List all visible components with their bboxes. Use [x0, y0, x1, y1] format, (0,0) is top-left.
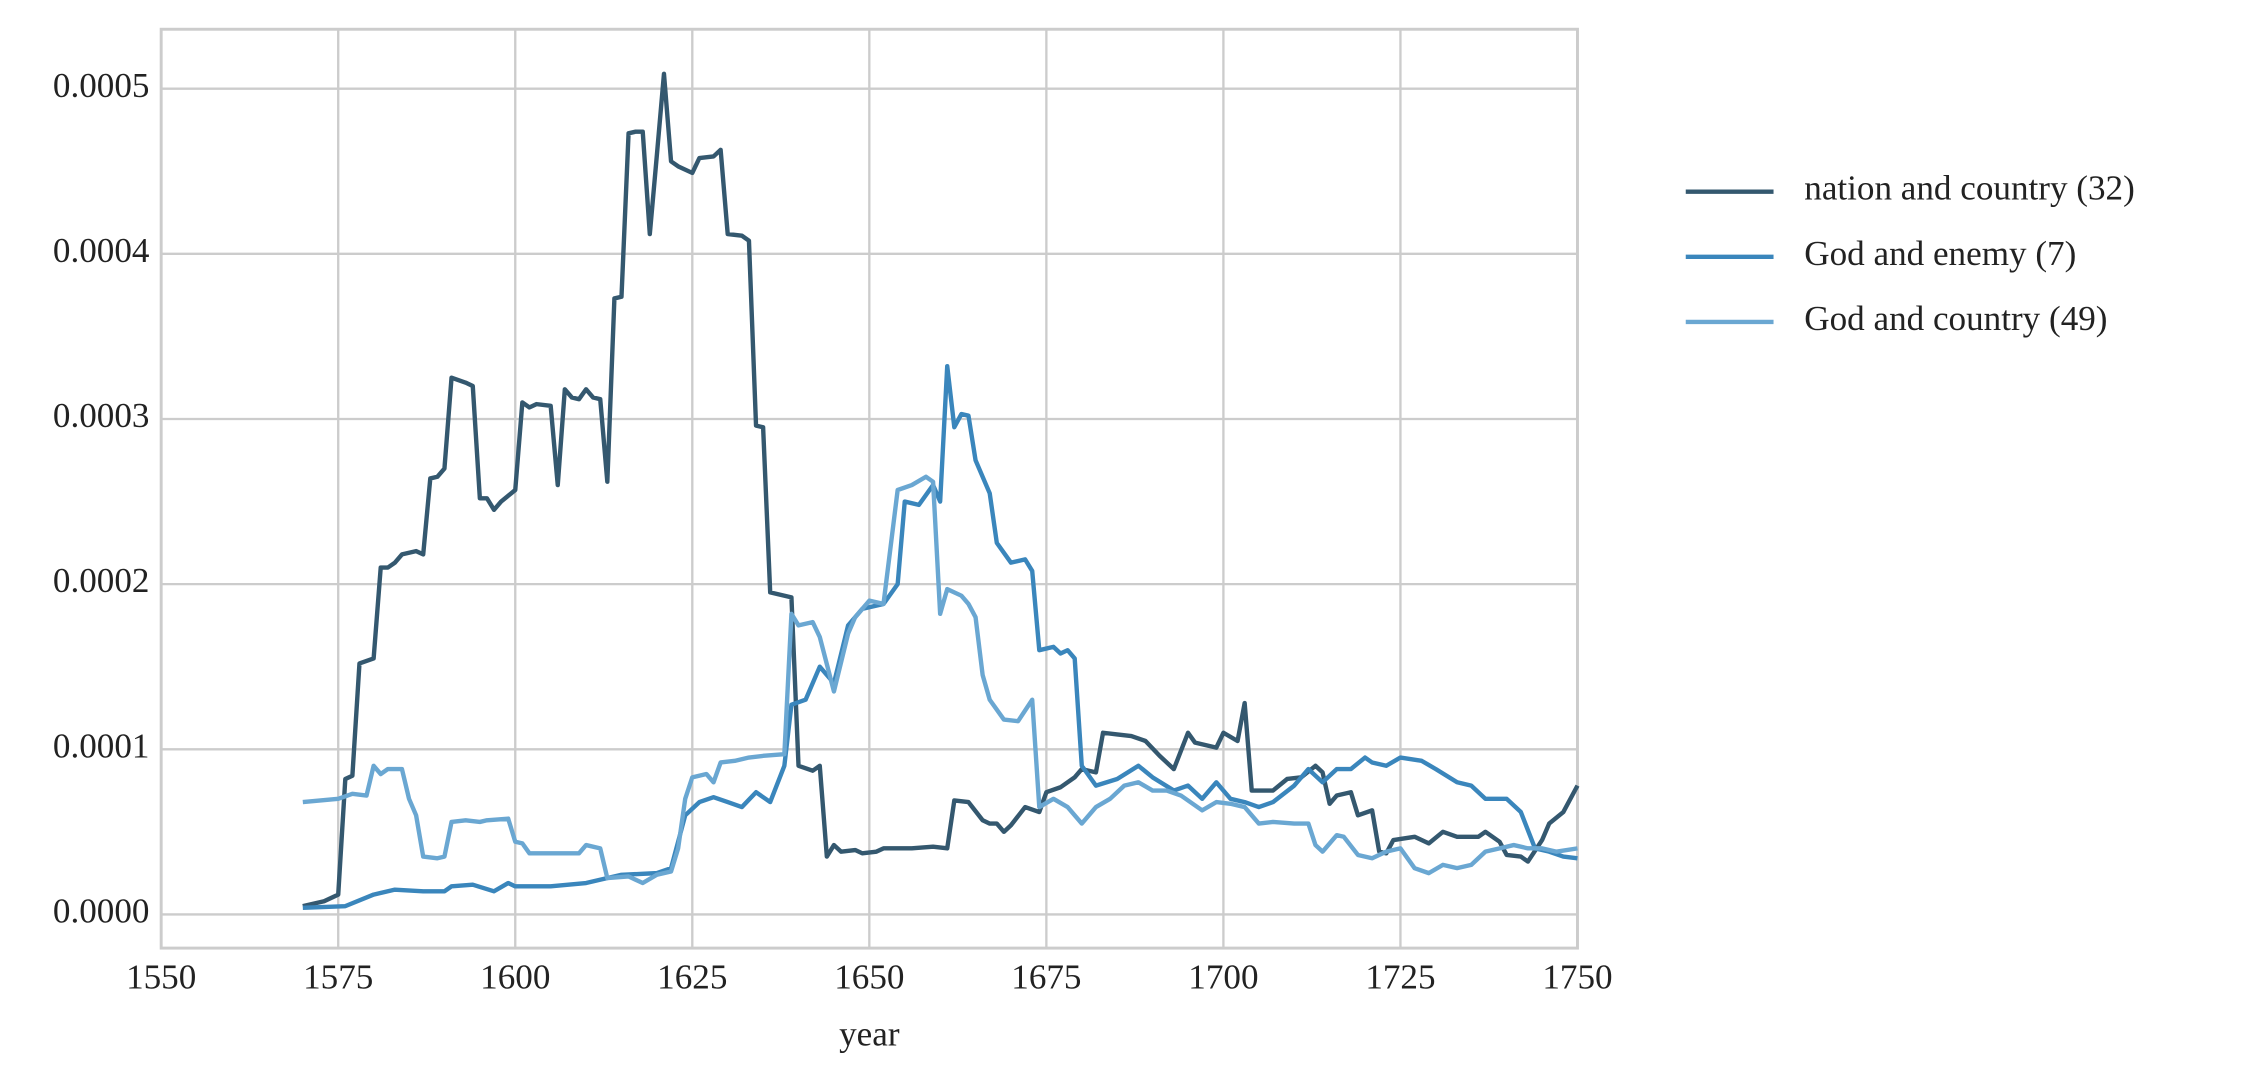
x-tick-label: 1675: [1011, 957, 1081, 996]
series-line: [302, 474, 1578, 886]
x-tick-label: 1700: [1188, 957, 1258, 996]
legend-label: God and country (49): [1804, 299, 2107, 338]
y-tick-label: 0.0001: [53, 726, 150, 765]
y-tick-label: 0.0002: [53, 561, 150, 600]
series-line: [302, 363, 1578, 910]
y-tick-label: 0.0004: [53, 231, 150, 270]
y-tick-label: 0.0000: [53, 891, 150, 930]
legend-label: nation and country (32): [1804, 169, 2135, 208]
y-tick-label: 0.0003: [53, 396, 150, 435]
x-tick-label: 1550: [126, 957, 196, 996]
x-tick-label: 1750: [1542, 957, 1612, 996]
series-line: [302, 71, 1580, 909]
x-tick-label: 1625: [657, 957, 727, 996]
legend-label: God and enemy (7): [1804, 234, 2076, 273]
x-tick-label: 1575: [303, 957, 373, 996]
y-tick-label: 0.0005: [53, 66, 150, 105]
x-tick-label: 1725: [1365, 957, 1435, 996]
x-axis-label: year: [839, 1014, 900, 1053]
x-tick-label: 1650: [834, 957, 904, 996]
x-tick-label: 1600: [480, 957, 550, 996]
